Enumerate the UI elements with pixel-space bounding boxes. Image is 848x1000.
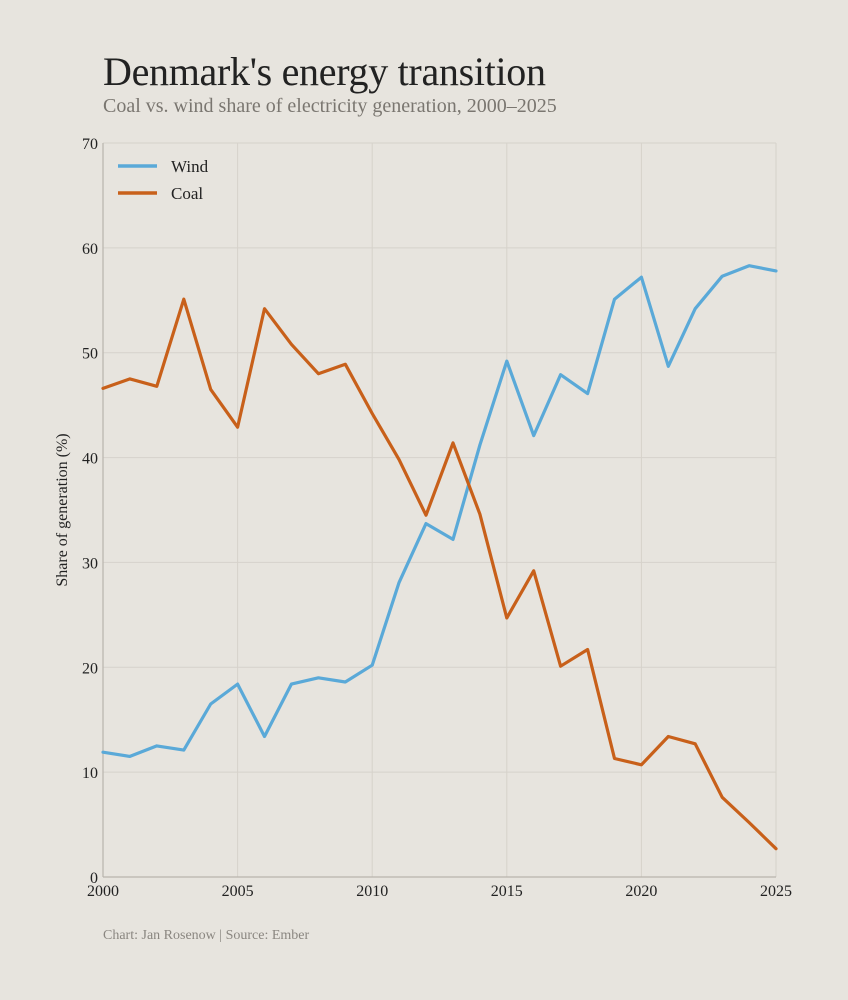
legend: Wind Coal	[118, 157, 209, 203]
chart-footer: Chart: Jan Rosenow | Source: Ember	[103, 928, 310, 943]
grid	[103, 142, 777, 877]
y-tick-label: 40	[82, 451, 98, 468]
y-tick-label: 60	[82, 241, 98, 258]
x-tick-label: 2010	[356, 883, 388, 900]
y-tick-label: 30	[82, 555, 98, 572]
y-tick-label: 50	[82, 346, 98, 363]
series-lines	[101, 264, 778, 851]
series-line-coal	[101, 297, 778, 851]
axes: 0 10 20 30 40 50 60 70 2000 2005 2010 2015 2020 2025	[82, 136, 792, 900]
y-tick-label: 10	[82, 765, 98, 782]
legend-label-wind: Wind	[171, 157, 209, 176]
y-tick-label: 70	[82, 136, 98, 153]
x-tick-label: 2025	[760, 883, 792, 900]
series-line-wind	[101, 264, 778, 759]
y-axis-label: Share of generation (%)	[54, 433, 71, 586]
y-tick-label: 20	[82, 660, 98, 677]
x-tick-label: 2015	[491, 883, 523, 900]
legend-label-coal: Coal	[171, 184, 203, 203]
x-tick-label: 2000	[87, 883, 119, 900]
chart-subtitle: Coal vs. wind share of electricity gener…	[103, 95, 557, 117]
x-tick-label: 2020	[625, 883, 657, 900]
chart-title: Denmark's energy transition	[103, 49, 546, 94]
x-tick-label: 2005	[222, 883, 254, 900]
y-tick-label: 0	[90, 870, 98, 887]
